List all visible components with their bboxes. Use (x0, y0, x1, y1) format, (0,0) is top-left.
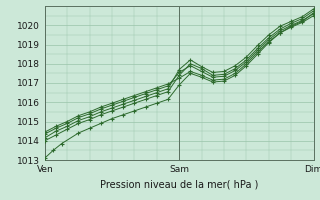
X-axis label: Pression niveau de la mer( hPa ): Pression niveau de la mer( hPa ) (100, 179, 258, 189)
